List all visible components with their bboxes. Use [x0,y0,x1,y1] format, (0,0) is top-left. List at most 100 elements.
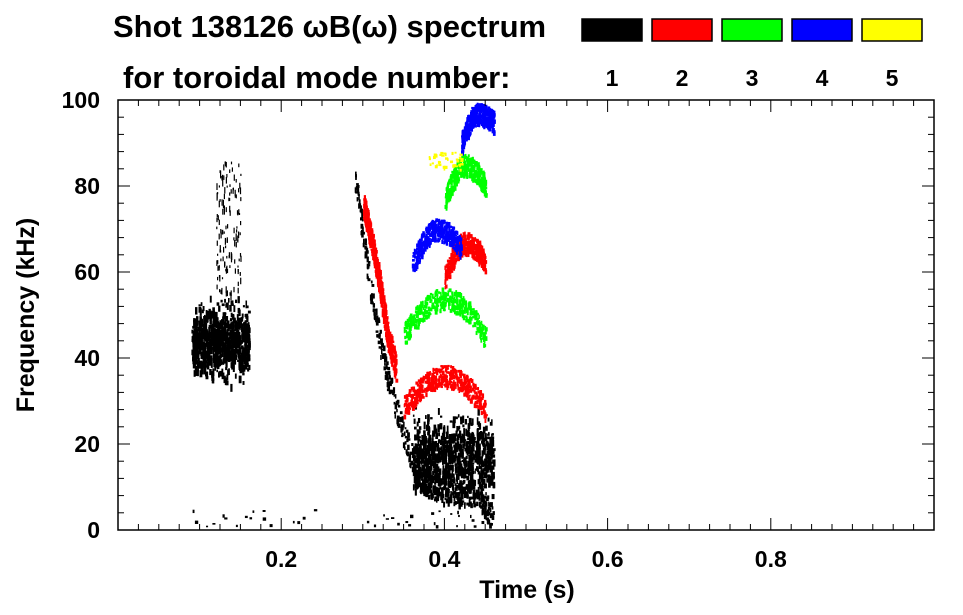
spectrum-mark [447,189,450,194]
spectrum-mark [450,267,452,273]
spectrum-mark [377,280,381,286]
spectrum-mark [465,315,468,318]
spectrum-mark [451,299,453,304]
spectrum-mark [462,424,465,428]
spectrum-mark [423,444,425,450]
spectrum-mark [422,440,424,444]
spectrum-mark [364,205,368,209]
spectrum-mark [440,446,443,453]
spectrum-mark [457,293,460,298]
spectrum-mark [480,477,484,483]
spectrum-mark [489,513,493,519]
spectrum-mark [487,454,490,458]
spectrum-mark [487,443,491,449]
spectrum-mark [369,218,371,222]
spectrum-mark [427,427,430,434]
spectrum-mark [472,443,474,452]
spectrum-mark [453,444,456,448]
spectrum-mark [466,475,470,481]
spectrum-mark [363,238,365,244]
spectrum-mark [444,455,446,461]
spectrum-mark [408,524,412,527]
spectrum-mark [209,316,212,320]
spectrum-mark [239,272,241,276]
spectrum-mark [376,267,379,270]
spectrum-mark [425,448,429,455]
spectrum-mark [461,373,465,376]
spectrum-mark [386,343,390,348]
spectrum-mark [424,300,426,305]
spectrum-mark [432,446,435,454]
spectrum-mark [246,356,250,362]
spectrum-mark [206,525,209,528]
spectrum-mark [454,382,457,386]
spectrum-mark [449,260,452,264]
spectrum-mark [458,171,461,176]
spectrum-mark [370,297,374,300]
spectrum-mark [198,328,201,336]
spectrum-mark [455,290,458,293]
spectrum-mark [365,238,367,244]
spectrum-mark [381,350,383,355]
spectrum-mark [418,485,421,488]
spectrum-mark [354,187,357,193]
spectrum-mark [424,387,428,392]
spectrum-mark [468,446,471,454]
spectrum-mark [408,410,411,415]
spectrum-mark [467,379,471,384]
spectrum-mark [434,300,438,304]
spectrum-mark [394,351,397,355]
spectrum-mark [204,337,206,341]
spectrum-mark [410,334,412,338]
spectrum-mark [225,332,227,337]
spectrum-mark [461,175,464,178]
spectrum-mark [427,237,431,243]
spectrum-mark [402,442,406,449]
spectrum-mark [223,205,225,210]
spectrum-mark [236,229,238,233]
spectrum-mark [405,396,408,400]
spectrum-mark [464,503,466,509]
spectrum-mark [463,298,466,302]
spectrum-mark [228,298,230,303]
spectrum-mark [421,236,423,241]
spectrum-mark [481,337,485,340]
spectrum-mark [488,480,491,488]
spectrum-mark [234,351,237,359]
spectrum-mark [445,431,449,439]
spectrum-mark [482,253,485,256]
spectrum-mark [409,319,412,323]
spectrum-mark [218,371,221,377]
spectrum-mark [199,370,203,378]
spectrum-mark [469,311,473,316]
spectrum-mark [247,368,250,372]
spectrum-mark [487,455,491,462]
spectrum-mark [229,192,231,196]
spectrum-mark [220,176,222,179]
spectrum-mark [236,340,239,348]
spectrum-mark [438,375,441,379]
spectrum-mark [472,324,474,328]
spectrum-mark [483,463,486,467]
spectrum-mark [221,328,225,332]
spectrum-mark [220,170,222,178]
spectrum-mark [396,418,400,423]
spectrum-mark [452,368,456,374]
spectrum-mark [235,330,238,335]
spectrum-mark [484,495,487,499]
spectrum-mark [453,497,456,502]
spectrum-mark [471,440,474,445]
spectrum-mark [482,264,486,269]
spectrum-mark [434,481,437,485]
spectrum-mark [448,273,450,276]
spectrum-mark [456,310,459,316]
spectrum-mark [482,326,485,331]
spectrum-mark [193,322,196,329]
spectrum-mark [224,261,226,267]
spectrum-mark [214,331,218,340]
spectrum-mark [209,339,212,345]
spectrum-mark [427,440,431,443]
spectrum-mark [481,508,485,513]
spectrum-mark [192,340,196,348]
spectrum-mark [469,473,472,481]
